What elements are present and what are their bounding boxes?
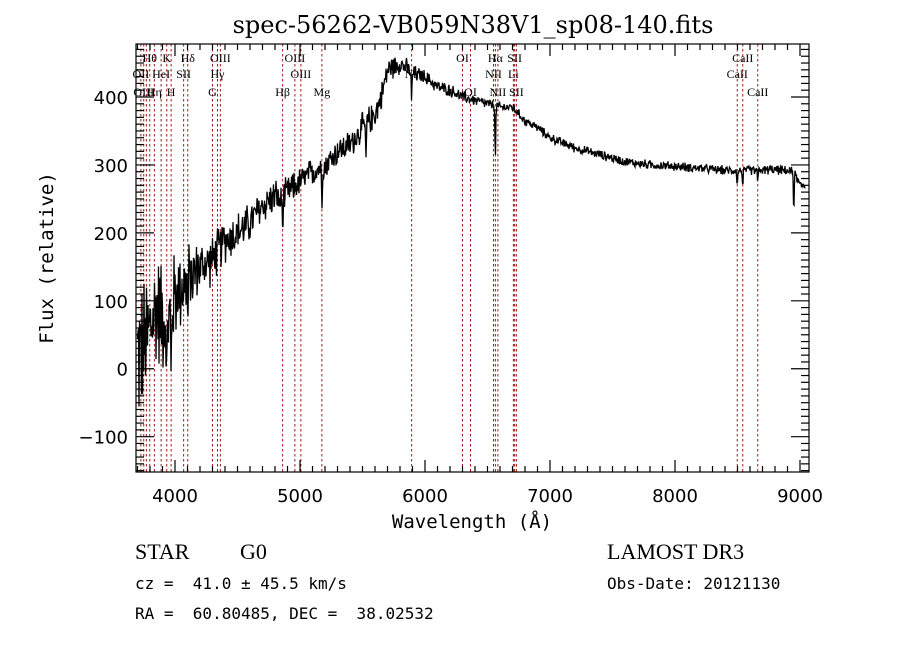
x-axis-label: Wavelength (Å): [392, 510, 552, 533]
line-marker-label: Hβ: [275, 85, 290, 99]
x-tick-label: 8000: [652, 486, 698, 507]
line-marker-label: OIII: [133, 85, 154, 99]
line-marker-label: H: [167, 85, 176, 99]
line-marker-label: OIII: [285, 51, 306, 65]
y-tick-label: −100: [79, 428, 128, 449]
line-marker-label: CaII: [747, 85, 768, 99]
spectrum-series: [136, 57, 806, 407]
line-marker-label: Hη: [147, 85, 162, 99]
y-axis-label: Flux (relative): [36, 172, 58, 344]
line-marker-label: Hδ: [181, 51, 196, 65]
obs-date: Obs-Date: 20121130: [607, 574, 781, 593]
line-marker-label: HeI: [152, 67, 170, 81]
line-marker-label: OIII: [291, 67, 312, 81]
line-markers: [140, 44, 759, 472]
line-marker-label: SII: [507, 51, 522, 65]
y-tick-label: 0: [117, 360, 128, 381]
y-tick-label: 300: [94, 156, 128, 177]
survey-name: LAMOST DR3: [607, 539, 745, 564]
line-marker-label: SII: [509, 85, 524, 99]
chart-title: spec-56262-VB059N38V1_sp08-140.fits: [233, 11, 714, 39]
line-marker-label: NII: [485, 67, 502, 81]
line-marker-label: OI: [456, 51, 469, 65]
line-marker-label: NII: [490, 85, 507, 99]
object-subclass: G0: [240, 539, 267, 564]
line-marker-label: OII: [133, 67, 150, 81]
line-marker-label: Li: [508, 67, 519, 81]
x-tick-labels: 4000 5000 6000 7000 8000 9000: [152, 486, 823, 507]
y-tick-label: 400: [94, 88, 128, 109]
y-tick-label: 200: [94, 224, 128, 245]
x-tick-label: 6000: [402, 486, 448, 507]
line-marker-label: OIII: [210, 51, 231, 65]
line-marker-label: Hα: [488, 51, 504, 65]
axis-ticks: [136, 44, 809, 472]
x-tick-label: 9000: [777, 486, 823, 507]
coordinates-text: RA = 60.80485, DEC = 38.02532: [135, 604, 434, 623]
line-marker-label: K: [162, 51, 171, 65]
x-tick-label: 7000: [527, 486, 573, 507]
plot-frame: [135, 43, 810, 473]
x-tick-label: 5000: [277, 486, 323, 507]
line-marker-label: CaII: [732, 51, 753, 65]
redshift-text: cz = 41.0 ± 45.5 km/s: [135, 574, 347, 593]
line-marker-label: SII: [176, 67, 191, 81]
x-tick-label: 4000: [152, 486, 198, 507]
line-marker-label: G: [208, 85, 217, 99]
y-tick-label: 100: [94, 292, 128, 313]
y-tick-labels: −100 0 100 200 300 400: [79, 88, 128, 449]
line-marker-label: Hθ: [143, 51, 158, 65]
line-marker-label: CaII: [727, 67, 748, 81]
line-marker-label: Mg: [314, 85, 331, 99]
line-marker-label: Hγ: [211, 67, 226, 81]
spectrum-line: [136, 57, 806, 407]
line-marker-label: OI: [464, 85, 477, 99]
object-class: STAR: [135, 539, 190, 564]
